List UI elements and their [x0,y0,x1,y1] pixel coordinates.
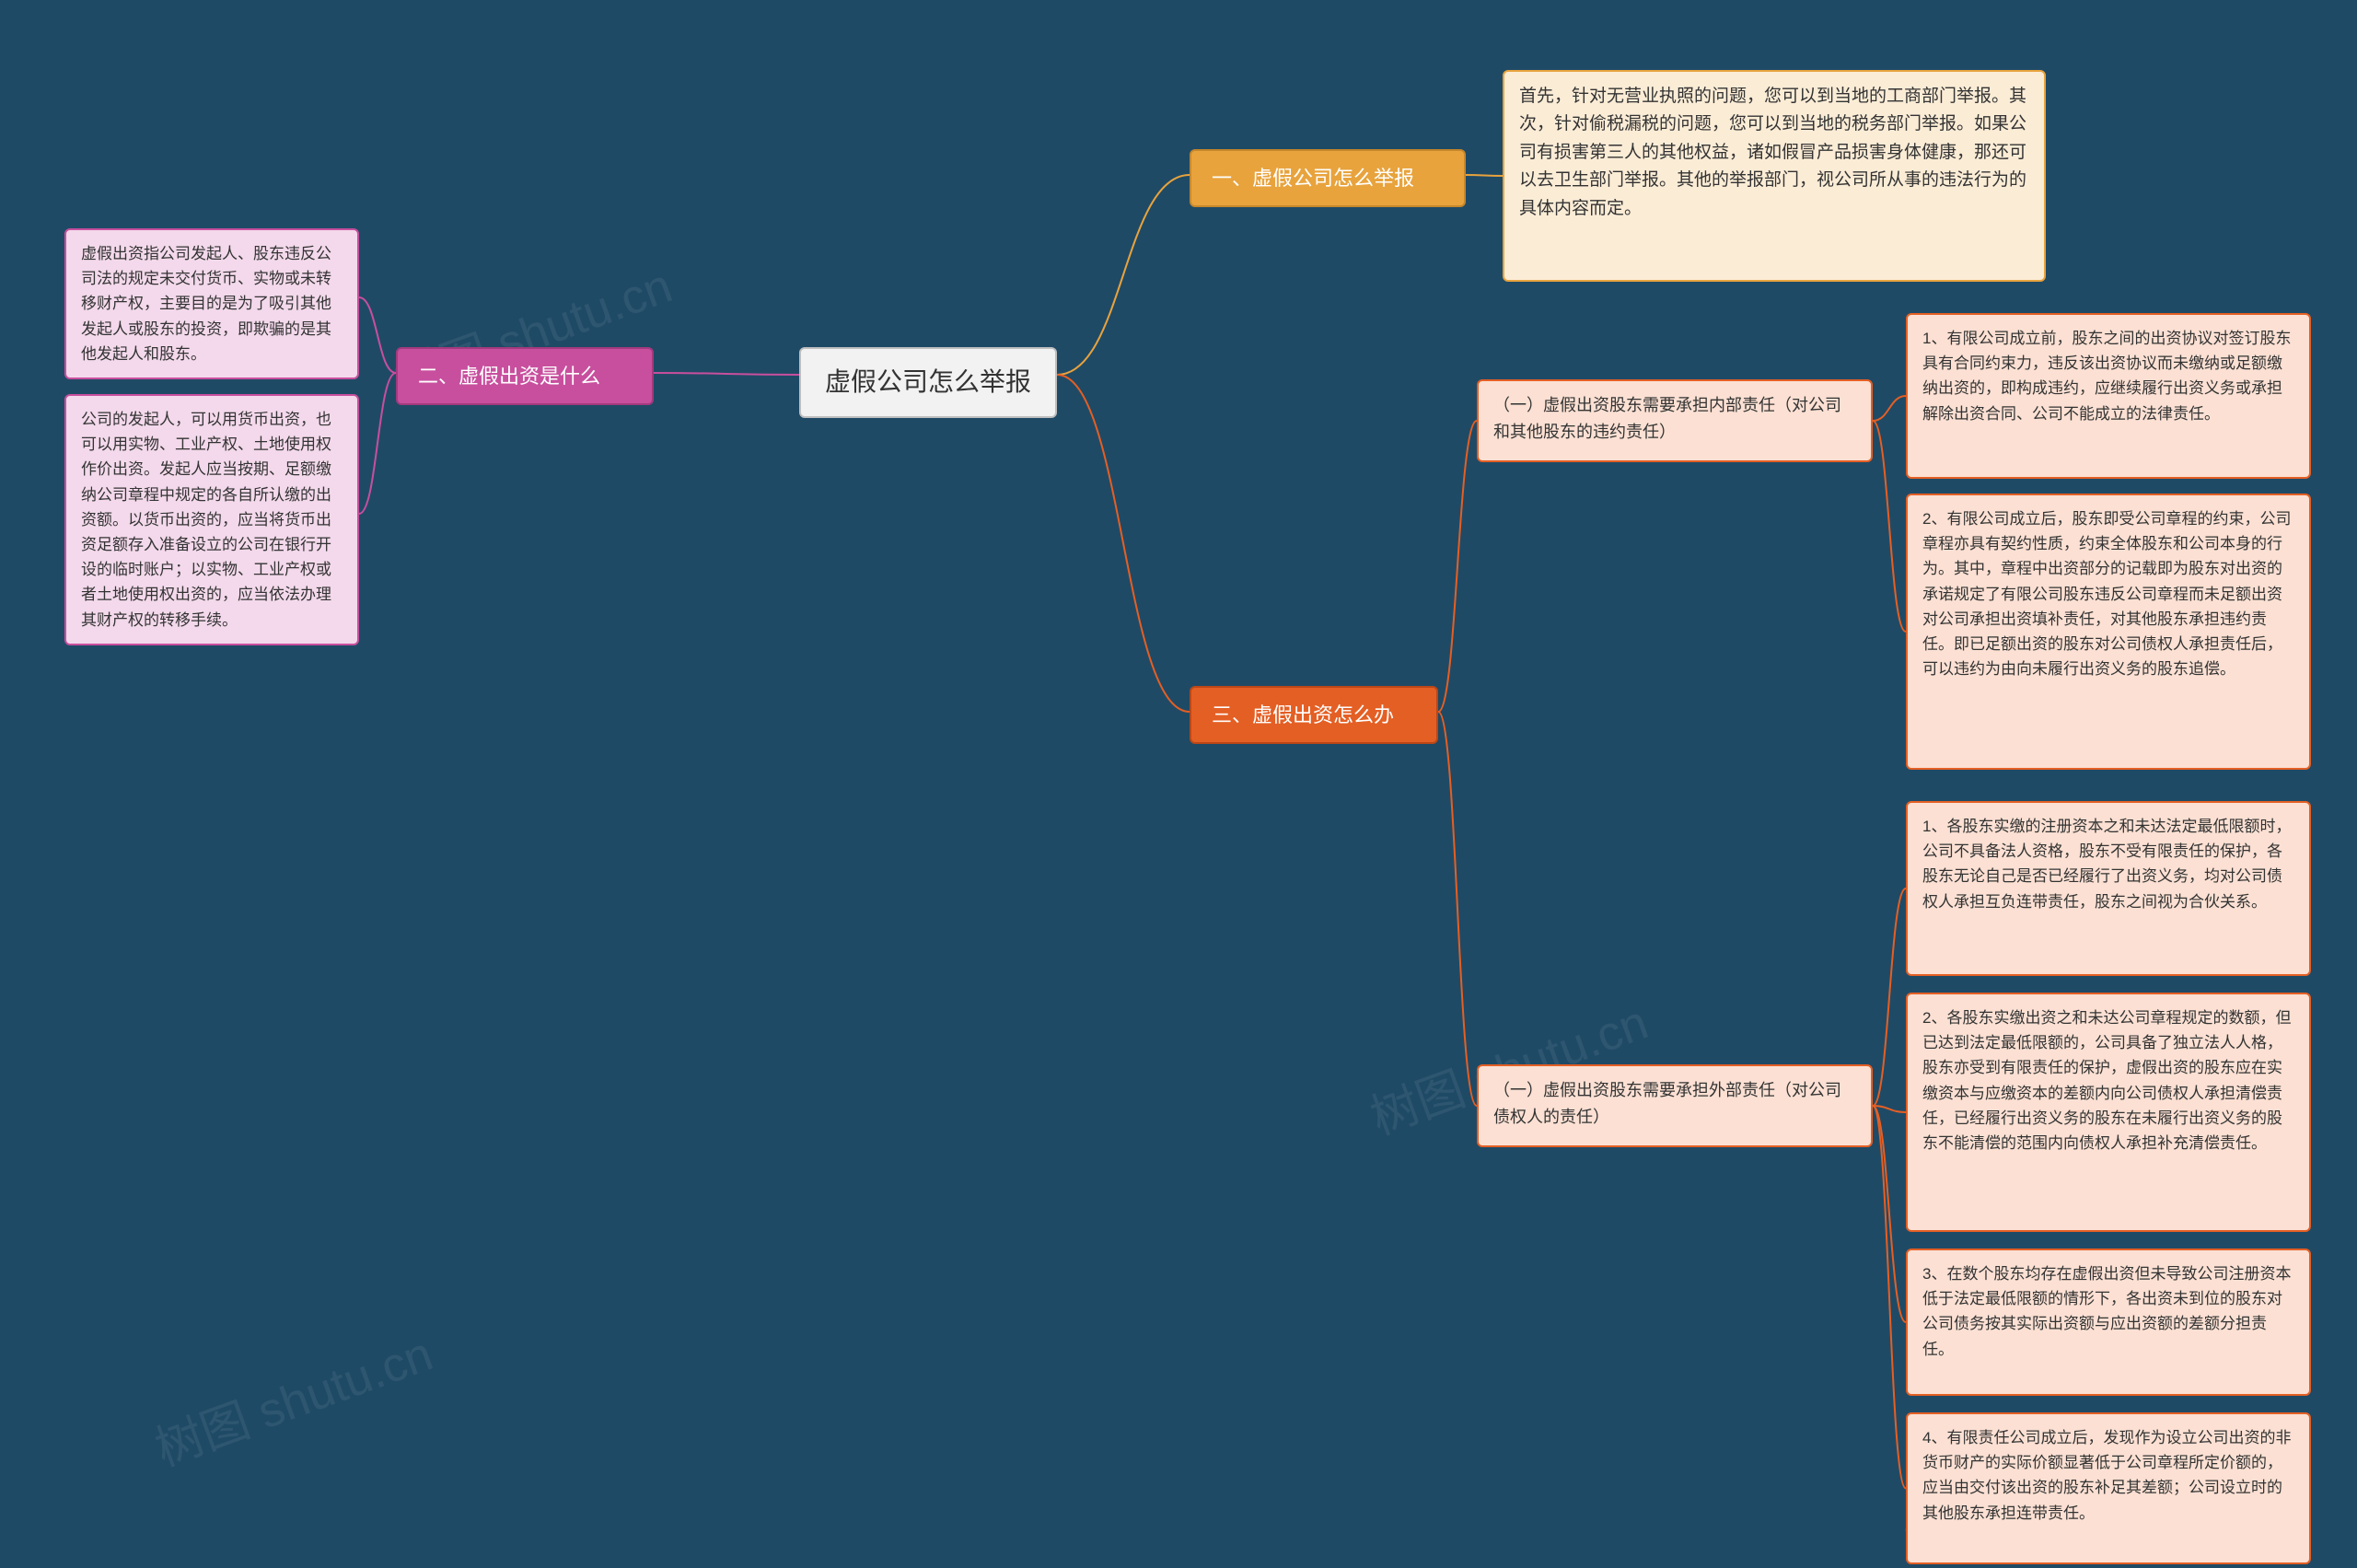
branch-1-leaf[interactable]: 首先，针对无营业执照的问题，您可以到当地的工商部门举报。其次，针对偷税漏税的问题… [1503,70,2046,282]
branch-3-sub-1[interactable]: （一）虚假出资股东需要承担内部责任（对公司和其他股东的违约责任） [1477,379,1873,462]
branch-3-sub-2-leaf-4[interactable]: 4、有限责任公司成立后，发现作为设立公司出资的非货币财产的实际价额显著低于公司章… [1906,1412,2311,1564]
branch-3-sub-1-leaf-1[interactable]: 1、有限公司成立前，股东之间的出资协议对签订股东具有合同约束力，违反该出资协议而… [1906,313,2311,479]
watermark: 树图 shutu.cn [145,1315,441,1479]
branch-2-leaf-1[interactable]: 虚假出资指公司发起人、股东违反公司法的规定未交付货币、实物或未转移财产权，主要目… [64,228,359,379]
branch-3-sub-2-leaf-3[interactable]: 3、在数个股东均存在虚假出资但未导致公司注册资本低于法定最低限额的情形下，各出资… [1906,1249,2311,1396]
branch-3-sub-2-leaf-1[interactable]: 1、各股东实缴的注册资本之和未达法定最低限额时，公司不具备法人资格，股东不受有限… [1906,801,2311,976]
branch-3[interactable]: 三、虚假出资怎么办 [1190,686,1438,744]
branch-1[interactable]: 一、虚假公司怎么举报 [1190,149,1466,207]
branch-3-sub-2[interactable]: （一）虚假出资股东需要承担外部责任（对公司债权人的责任） [1477,1064,1873,1147]
branch-3-sub-1-leaf-2[interactable]: 2、有限公司成立后，股东即受公司章程的约束，公司章程亦具有契约性质，约束全体股东… [1906,494,2311,770]
branch-2[interactable]: 二、虚假出资是什么 [396,347,654,405]
branch-3-sub-2-leaf-2[interactable]: 2、各股东实缴出资之和未达公司章程规定的数额，但已达到法定最低限额的，公司具备了… [1906,993,2311,1232]
mindmap-canvas: 树图 shutu.cn 树图 shutu.cn 树图 shutu.cn 树图 s… [0,0,2357,1568]
branch-2-leaf-2[interactable]: 公司的发起人，可以用货币出资，也可以用实物、工业产权、土地使用权作价出资。发起人… [64,394,359,645]
center-node[interactable]: 虚假公司怎么举报 [799,347,1057,418]
